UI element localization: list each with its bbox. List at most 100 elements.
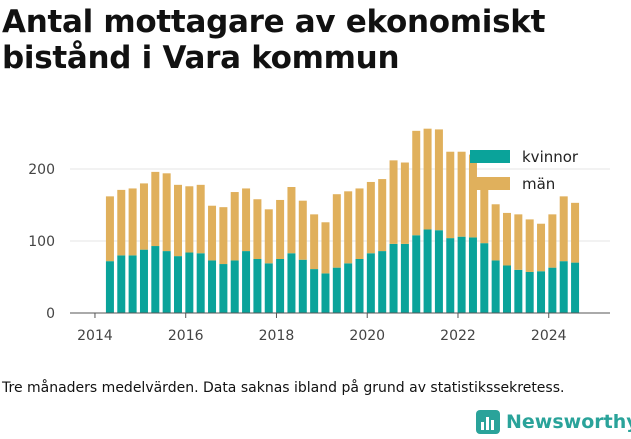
bar-män-40[interactable]: [559, 196, 568, 262]
bar-kvinnor-21[interactable]: [344, 263, 353, 313]
bar-män-1[interactable]: [117, 189, 126, 256]
bar-kvinnor-5[interactable]: [162, 251, 171, 313]
bar-män-15[interactable]: [276, 199, 285, 259]
brand-logo[interactable]: Newsworthy: [476, 410, 631, 434]
bar-kvinnor-16[interactable]: [287, 253, 296, 313]
bar-kvinnor-29[interactable]: [434, 230, 443, 313]
bar-kvinnor-34[interactable]: [491, 260, 500, 313]
legend-swatch-män[interactable]: [470, 177, 510, 190]
bar-kvinnor-6[interactable]: [174, 256, 182, 313]
bar-män-5[interactable]: [162, 173, 171, 252]
bar-män-8[interactable]: [196, 184, 205, 254]
bar-män-7[interactable]: [185, 186, 194, 253]
bar-män-34[interactable]: [491, 204, 500, 261]
bar-män-39[interactable]: [548, 214, 557, 268]
bar-män-28[interactable]: [423, 128, 432, 230]
bar-kvinnor-41[interactable]: [571, 262, 580, 313]
bar-kvinnor-39[interactable]: [548, 267, 557, 313]
legend-label-kvinnor[interactable]: kvinnor: [522, 148, 579, 166]
y-tick-label: 100: [28, 234, 55, 250]
chart-title: Antal mottagare av ekonomiskt bistånd i …: [2, 4, 546, 76]
bar-kvinnor-18[interactable]: [310, 269, 319, 313]
bar-män-23[interactable]: [366, 181, 375, 254]
bar-män-16[interactable]: [287, 187, 296, 254]
bar-män-3[interactable]: [139, 183, 148, 250]
bar-män-18[interactable]: [310, 214, 319, 270]
bar-män-30[interactable]: [446, 151, 455, 239]
legend-swatch-kvinnor[interactable]: [470, 150, 510, 163]
bar-kvinnor-0[interactable]: [105, 261, 114, 313]
bar-män-31[interactable]: [457, 151, 466, 237]
bar-kvinnor-22[interactable]: [355, 259, 364, 313]
bar-män-25[interactable]: [389, 160, 398, 244]
bar-män-38[interactable]: [537, 223, 546, 272]
y-tick-label: 0: [46, 306, 55, 322]
bar-kvinnor-19[interactable]: [321, 273, 330, 313]
bar-män-11[interactable]: [230, 192, 239, 261]
bar-män-41[interactable]: [571, 202, 580, 263]
bar-män-32[interactable]: [468, 154, 477, 238]
bar-kvinnor-1[interactable]: [117, 255, 126, 313]
bar-kvinnor-17[interactable]: [298, 259, 307, 313]
x-tick-label: 2020: [349, 328, 385, 344]
bar-kvinnor-27[interactable]: [412, 235, 421, 313]
bar-kvinnor-4[interactable]: [151, 246, 160, 313]
bar-män-2[interactable]: [128, 188, 137, 256]
bar-kvinnor-40[interactable]: [559, 261, 568, 313]
bar-kvinnor-15[interactable]: [276, 259, 285, 313]
bar-kvinnor-36[interactable]: [514, 269, 523, 313]
bar-kvinnor-2[interactable]: [128, 255, 137, 313]
bar-män-6[interactable]: [174, 184, 182, 257]
brand-name: Newsworthy: [506, 411, 631, 433]
bar-kvinnor-35[interactable]: [502, 265, 511, 313]
bar-män-17[interactable]: [298, 200, 307, 260]
bar-kvinnor-11[interactable]: [230, 260, 239, 313]
bar-kvinnor-20[interactable]: [332, 267, 341, 313]
bars: [105, 128, 580, 313]
bar-män-19[interactable]: [321, 222, 330, 274]
bar-män-22[interactable]: [355, 188, 364, 259]
bar-män-24[interactable]: [378, 179, 387, 252]
bar-män-0[interactable]: [105, 196, 114, 262]
bar-kvinnor-33[interactable]: [480, 243, 489, 313]
x-tick-label: 2022: [440, 328, 476, 344]
bar-kvinnor-26[interactable]: [400, 243, 409, 313]
bar-kvinnor-8[interactable]: [196, 253, 205, 313]
bar-kvinnor-24[interactable]: [378, 251, 387, 313]
bar-kvinnor-37[interactable]: [525, 271, 534, 313]
bar-män-9[interactable]: [208, 205, 217, 261]
bar-män-12[interactable]: [242, 188, 251, 252]
bar-män-13[interactable]: [253, 199, 262, 259]
bar-kvinnor-31[interactable]: [457, 236, 466, 313]
bar-män-27[interactable]: [412, 130, 421, 236]
bar-kvinnor-25[interactable]: [389, 243, 398, 313]
bar-män-36[interactable]: [514, 214, 523, 270]
bar-kvinnor-14[interactable]: [264, 263, 273, 313]
bar-kvinnor-3[interactable]: [139, 249, 148, 313]
bar-kvinnor-13[interactable]: [253, 259, 262, 313]
bar-kvinnor-9[interactable]: [208, 260, 217, 313]
bar-män-29[interactable]: [434, 129, 443, 231]
bar-män-33[interactable]: [480, 185, 489, 244]
x-tick-label: 2016: [168, 328, 204, 344]
bar-kvinnor-12[interactable]: [242, 251, 251, 313]
bar-män-37[interactable]: [525, 219, 534, 272]
bar-män-20[interactable]: [332, 194, 341, 268]
x-tick-label: 2024: [531, 328, 567, 344]
bar-kvinnor-7[interactable]: [185, 252, 194, 313]
bar-män-10[interactable]: [219, 207, 228, 265]
bar-kvinnor-10[interactable]: [219, 264, 228, 313]
legend-label-män[interactable]: män: [522, 175, 555, 193]
bar-kvinnor-32[interactable]: [468, 237, 477, 313]
bar-kvinnor-30[interactable]: [446, 238, 455, 313]
bar-kvinnor-23[interactable]: [366, 253, 375, 313]
bar-män-4[interactable]: [151, 171, 160, 247]
bar-män-14[interactable]: [264, 209, 273, 264]
bar-kvinnor-28[interactable]: [423, 229, 432, 313]
legend[interactable]: kvinnor män: [470, 148, 579, 193]
bar-män-35[interactable]: [502, 212, 511, 266]
bar-kvinnor-38[interactable]: [537, 271, 546, 313]
bar-män-26[interactable]: [400, 162, 409, 244]
bar-män-21[interactable]: [344, 191, 353, 264]
